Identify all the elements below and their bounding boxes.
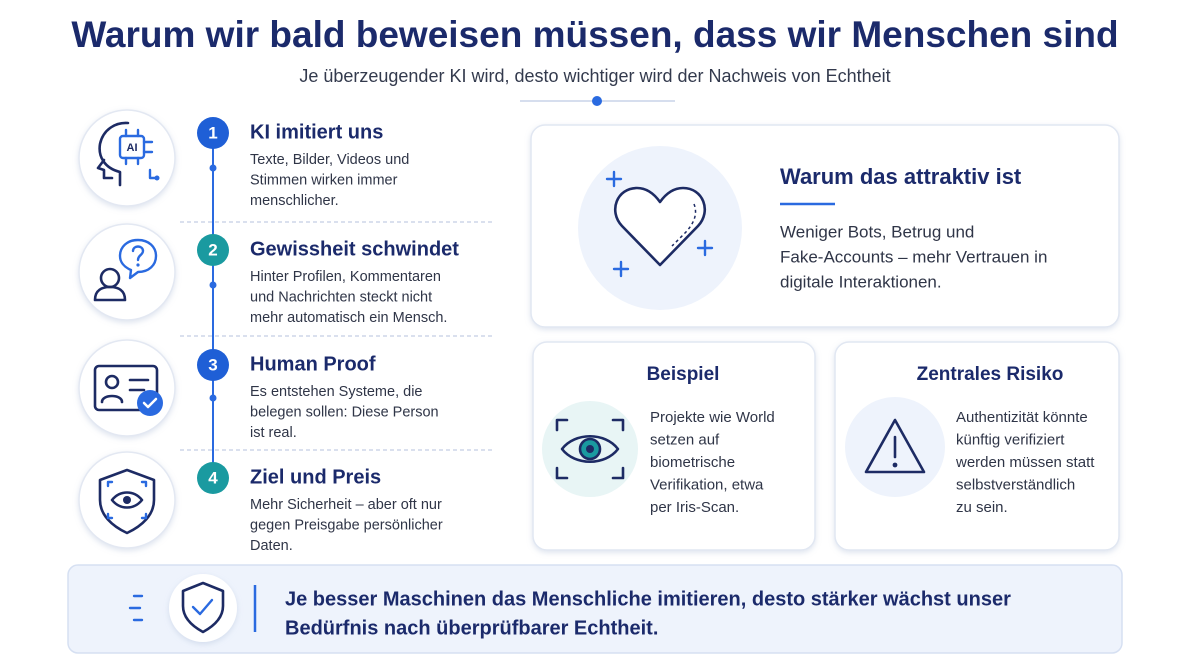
step-text: Texte, Bilder, Videos und [250, 152, 409, 168]
step-text: Stimmen wirken immer [250, 172, 398, 188]
timeline-dots [209, 164, 217, 402]
separators [180, 221, 492, 451]
step-text: Daten. [250, 538, 293, 554]
icon-ai-head [96, 121, 160, 187]
step-number: 1 [208, 123, 217, 142]
step-badge [197, 349, 229, 381]
icon-heart [605, 170, 714, 278]
card-title: Beispiel [647, 364, 720, 385]
card-text: digitale Interaktionen. [780, 272, 942, 291]
step-text: Hinter Profilen, Kommentaren [250, 269, 441, 285]
icon-question-person [93, 238, 158, 302]
step-text: Es entstehen Systeme, die [250, 384, 423, 400]
example-card [532, 341, 816, 551]
step-text: ist real. [250, 425, 297, 441]
subtitle: Je überzeugender KI wird, desto wichtige… [299, 66, 890, 86]
card-text: Authentizität könnte [956, 409, 1088, 426]
card-title: Zentrales Risiko [917, 364, 1064, 385]
step-text: Mehr Sicherheit – aber oft nur [250, 497, 442, 513]
step-badge [197, 117, 229, 149]
step-text: menschlicher. [250, 193, 339, 209]
risk-card [834, 341, 1120, 551]
step-badge [197, 234, 229, 266]
icon-shield-check [181, 581, 225, 634]
card-text: werden müssen statt [955, 454, 1095, 471]
step-number: 3 [208, 355, 217, 374]
card-text: Weniger Bots, Betrug und [780, 222, 974, 241]
step-text: gegen Preisgabe persönlicher [250, 517, 443, 533]
card-text: Projekte wie World [650, 409, 775, 426]
step-text: belegen sollen: Diese Person [250, 404, 439, 420]
card-text: Fake-Accounts – mehr Vertrauen in [780, 247, 1047, 266]
card-text: per Iris-Scan. [650, 499, 739, 516]
step-number: 2 [208, 240, 217, 259]
step-title: KI imitiert uns [250, 121, 383, 143]
divider-dot [592, 96, 602, 106]
card-text: künftig verifiziert [956, 431, 1065, 448]
card-title: Warum das attraktiv ist [780, 164, 1022, 189]
footer-text: Je besser Maschinen das Menschliche imit… [285, 588, 1011, 610]
footer-text: Bedürfnis nach überprüfbarer Echtheit. [285, 617, 658, 639]
step-title: Ziel und Preis [250, 466, 381, 488]
icon-label: AI [127, 142, 138, 154]
card-text: Verifikation, etwa [650, 476, 764, 493]
step-badge [197, 462, 229, 494]
step-number: 4 [208, 468, 218, 487]
card-text: selbstverständlich [956, 476, 1075, 493]
icon-warning [864, 418, 926, 474]
title: Warum wir bald beweisen müssen, dass wir… [71, 14, 1118, 55]
step-icon-circles [78, 109, 176, 549]
icon-shield-eye [98, 468, 156, 535]
card-text: setzen auf [650, 431, 720, 448]
step-title: Human Proof [250, 353, 376, 375]
icon-eye [555, 418, 625, 480]
step-text: mehr automatisch ein Mensch. [250, 310, 447, 326]
card-text: biometrische [650, 454, 735, 471]
step-text: und Nachrichten steckt nicht [250, 289, 432, 305]
icon-id-card [93, 364, 163, 416]
card-text: zu sein. [956, 499, 1008, 516]
footer-band [67, 564, 1123, 654]
footer-accent [128, 594, 144, 622]
step-title: Gewissheit schwindet [250, 238, 459, 260]
